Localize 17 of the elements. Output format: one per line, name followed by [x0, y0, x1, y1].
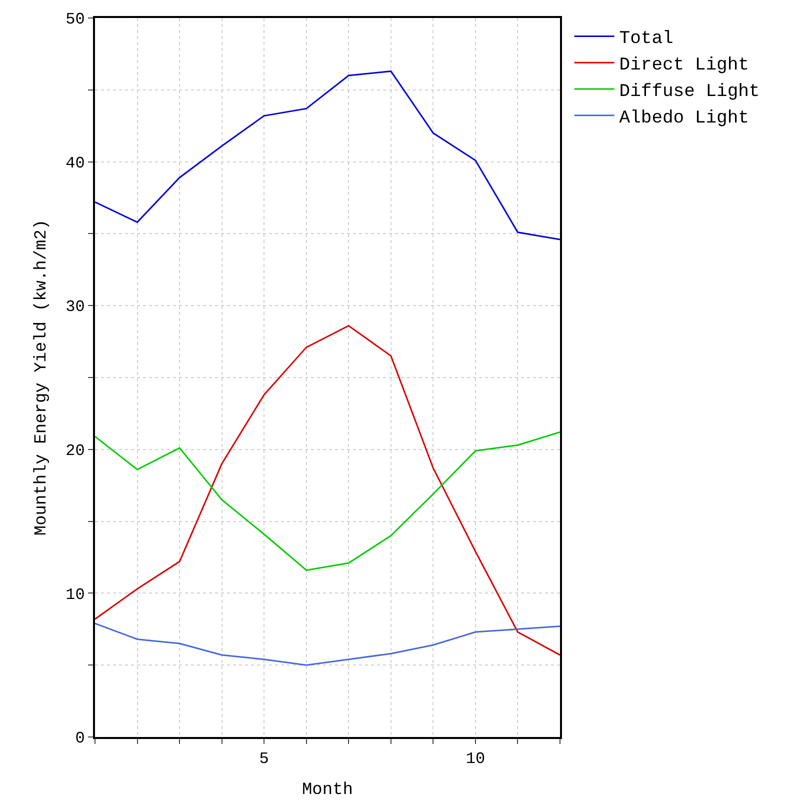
y-tick-label: 0 — [75, 730, 85, 748]
line-series — [95, 324, 560, 656]
y-tick-label: 30 — [66, 298, 85, 316]
line-series — [95, 431, 560, 571]
x-axis-title: Month — [302, 781, 354, 800]
y-axis-title: Mounthly Energy Yield (kw.h/m2) — [32, 219, 52, 536]
legend-label: Direct Light — [619, 56, 749, 76]
legend-label: Diffuse Light — [619, 82, 760, 102]
legend-label: Albedo Light — [619, 108, 749, 128]
line-series — [95, 622, 560, 666]
x-tick-label: 5 — [259, 750, 269, 768]
legend-label: Total — [619, 29, 674, 50]
y-tick-label: 40 — [66, 154, 85, 172]
y-tick-label: 50 — [66, 10, 85, 29]
y-tick-label: 10 — [66, 586, 85, 604]
y-tick-label: 20 — [66, 442, 85, 460]
line-series — [95, 70, 560, 240]
